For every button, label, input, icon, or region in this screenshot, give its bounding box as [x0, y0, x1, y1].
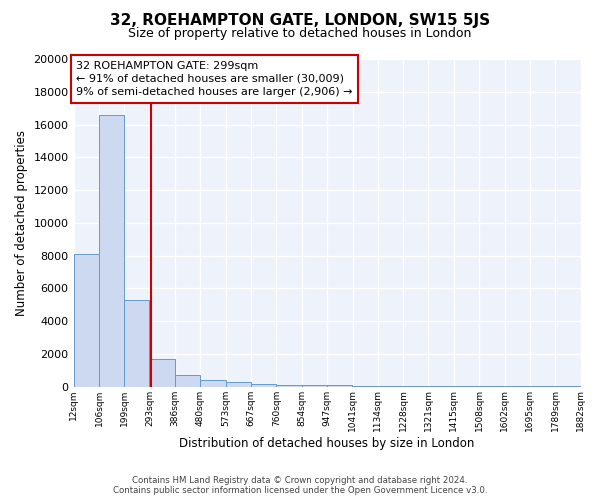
Y-axis label: Number of detached properties: Number of detached properties	[15, 130, 28, 316]
Text: 32 ROEHAMPTON GATE: 299sqm
← 91% of detached houses are smaller (30,009)
9% of s: 32 ROEHAMPTON GATE: 299sqm ← 91% of deta…	[76, 60, 353, 97]
Bar	[302, 385, 327, 386]
Bar	[251, 384, 277, 386]
Text: Size of property relative to detached houses in London: Size of property relative to detached ho…	[128, 28, 472, 40]
Bar	[74, 254, 99, 386]
X-axis label: Distribution of detached houses by size in London: Distribution of detached houses by size …	[179, 437, 475, 450]
Bar	[226, 382, 251, 386]
Bar	[277, 384, 302, 386]
Bar	[99, 114, 124, 386]
Bar	[124, 300, 149, 386]
Bar	[150, 358, 175, 386]
Bar	[200, 380, 226, 386]
Text: Contains HM Land Registry data © Crown copyright and database right 2024.
Contai: Contains HM Land Registry data © Crown c…	[113, 476, 487, 495]
Bar	[175, 375, 200, 386]
Text: 32, ROEHAMPTON GATE, LONDON, SW15 5JS: 32, ROEHAMPTON GATE, LONDON, SW15 5JS	[110, 12, 490, 28]
